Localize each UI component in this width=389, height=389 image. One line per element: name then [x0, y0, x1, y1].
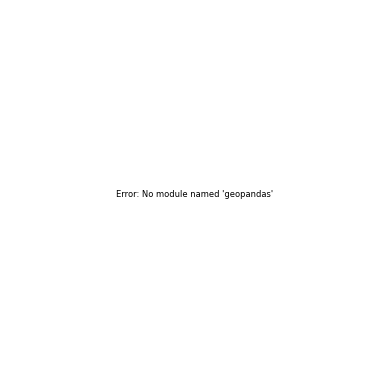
Text: Error: No module named 'geopandas': Error: No module named 'geopandas' — [116, 190, 273, 199]
